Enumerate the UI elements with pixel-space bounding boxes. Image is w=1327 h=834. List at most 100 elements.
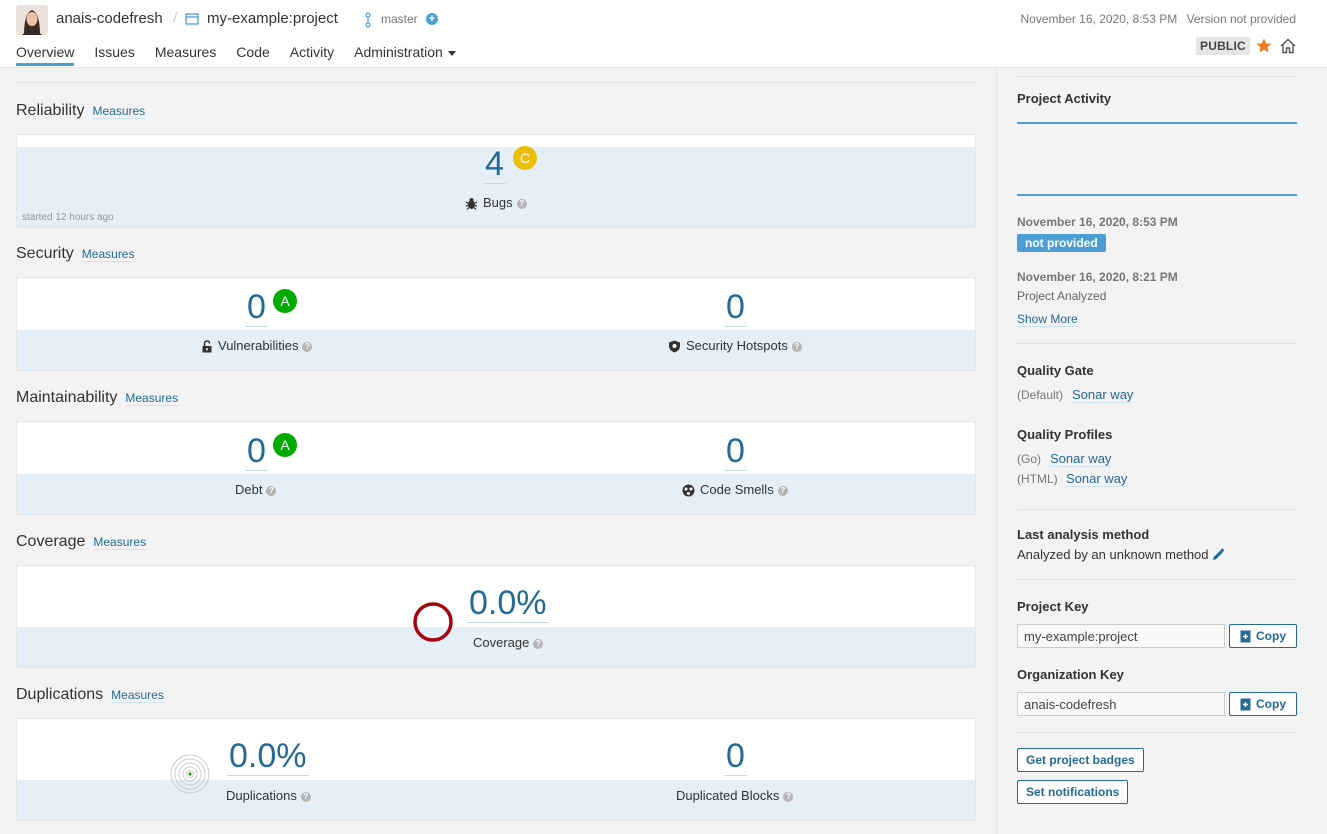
help-icon[interactable]: ? bbox=[783, 791, 794, 802]
version-event-badge[interactable]: not provided bbox=[1017, 234, 1106, 252]
vulnerabilities-rating[interactable]: A bbox=[273, 289, 297, 313]
profile-language: (Go) bbox=[1017, 452, 1041, 466]
tab-overview[interactable]: Overview bbox=[16, 44, 75, 66]
duplications-value[interactable]: 0.0% bbox=[227, 737, 309, 776]
help-icon[interactable]: ? bbox=[791, 341, 802, 352]
help-icon[interactable]: ? bbox=[266, 485, 277, 496]
vulnerabilities-label: Vulnerabilities? bbox=[201, 338, 313, 353]
avatar[interactable] bbox=[16, 5, 48, 35]
event-text: Project Analyzed bbox=[1017, 289, 1107, 303]
help-icon[interactable]: ? bbox=[777, 485, 788, 496]
divider bbox=[16, 82, 976, 83]
copy-label: Copy bbox=[1256, 629, 1286, 643]
project-activity-title: Project Activity bbox=[1017, 91, 1112, 106]
copy-icon bbox=[1240, 630, 1251, 642]
quality-gate-title: Quality Gate bbox=[1017, 363, 1094, 378]
breadcrumb-project[interactable]: my-example:project bbox=[207, 10, 338, 27]
maintainability-title: Maintainability Measures bbox=[16, 389, 179, 407]
help-icon[interactable]: ? bbox=[302, 341, 313, 352]
debt-rating[interactable]: A bbox=[273, 433, 297, 457]
help-icon[interactable]: ? bbox=[516, 198, 527, 209]
tab-code[interactable]: Code bbox=[236, 44, 270, 60]
security-title: Security Measures bbox=[16, 245, 135, 263]
maintainability-measures-link[interactable]: Measures bbox=[125, 391, 179, 406]
coverage-card: 0.0% Coverage? bbox=[16, 565, 976, 668]
code-smell-icon bbox=[682, 484, 695, 497]
duplications-title: Duplications Measures bbox=[16, 686, 164, 704]
pencil-icon[interactable] bbox=[1211, 548, 1225, 562]
divider bbox=[1017, 732, 1297, 733]
security-measures-link[interactable]: Measures bbox=[81, 247, 135, 262]
tab-issues[interactable]: Issues bbox=[94, 44, 135, 60]
get-project-badges-button[interactable]: Get project badges bbox=[1017, 748, 1144, 772]
top-bar: anais-codefresh / my-example:project mas… bbox=[0, 0, 1327, 68]
code-smells-value[interactable]: 0 bbox=[724, 432, 747, 471]
branch-icon bbox=[363, 12, 373, 28]
bugs-value[interactable]: 4 bbox=[483, 145, 506, 184]
duplicated-blocks-value[interactable]: 0 bbox=[724, 737, 747, 776]
coverage-measures-link[interactable]: Measures bbox=[93, 535, 147, 550]
help-icon[interactable]: ? bbox=[533, 638, 544, 649]
profile-link-go[interactable]: Sonar way bbox=[1050, 451, 1112, 467]
profile-link-html[interactable]: Sonar way bbox=[1066, 471, 1128, 487]
coverage-heading: Coverage bbox=[16, 533, 86, 550]
tab-administration-label: Administration bbox=[354, 44, 443, 60]
security-card: 0 A Vulnerabilities? 0 Security Hotspots… bbox=[16, 277, 976, 371]
code-smells-metric[interactable]: 0 bbox=[724, 432, 747, 471]
bugs-metric[interactable]: 4 bbox=[483, 145, 506, 184]
security-heading: Security bbox=[16, 245, 74, 262]
bugs-rating[interactable]: C bbox=[513, 146, 537, 170]
card-band bbox=[17, 147, 975, 227]
analysis-date: November 16, 2020, 8:53 PM bbox=[1020, 12, 1178, 26]
coverage-ring-icon[interactable] bbox=[412, 601, 454, 643]
tab-administration[interactable]: Administration bbox=[354, 44, 456, 66]
chevron-down-icon bbox=[447, 50, 456, 56]
help-icon[interactable]: ? bbox=[300, 791, 311, 802]
header-meta: November 16, 2020, 8:53 PM Version not p… bbox=[1014, 12, 1296, 26]
quality-profiles-title: Quality Profiles bbox=[1017, 427, 1113, 442]
breadcrumb-organization[interactable]: anais-codefresh bbox=[56, 10, 163, 27]
duplications-measures-link[interactable]: Measures bbox=[111, 688, 164, 703]
shield-icon bbox=[669, 340, 680, 353]
set-notifications-button[interactable]: Set notifications bbox=[1017, 780, 1129, 804]
hotspots-value[interactable]: 0 bbox=[724, 288, 747, 327]
project-key-field[interactable] bbox=[1017, 624, 1225, 648]
copy-project-key-button[interactable]: Copy bbox=[1229, 624, 1297, 648]
hotspots-label-text: Security Hotspots bbox=[686, 338, 788, 353]
vulnerabilities-value[interactable]: 0 bbox=[245, 288, 268, 327]
debt-value[interactable]: 0 bbox=[245, 432, 268, 471]
card-band bbox=[17, 627, 975, 667]
reliability-heading: Reliability bbox=[16, 102, 85, 119]
duplicated-blocks-metric[interactable]: 0 bbox=[724, 737, 747, 776]
quality-gate-link[interactable]: Sonar way bbox=[1072, 387, 1134, 403]
code-smells-label: Code Smells? bbox=[682, 482, 788, 497]
home-icon[interactable] bbox=[1279, 37, 1297, 55]
duplications-label-text: Duplications bbox=[226, 788, 297, 803]
coverage-metric[interactable]: 0.0% bbox=[467, 584, 549, 623]
copy-organization-key-button[interactable]: Copy bbox=[1229, 692, 1297, 716]
card-band bbox=[17, 780, 975, 820]
coverage-value[interactable]: 0.0% bbox=[467, 584, 549, 623]
branch-name[interactable]: master bbox=[381, 12, 418, 26]
vulnerabilities-metric[interactable]: 0 bbox=[245, 288, 268, 327]
reliability-measures-link[interactable]: Measures bbox=[92, 104, 146, 119]
duplications-label: Duplications? bbox=[226, 788, 311, 803]
debt-label-text: Debt bbox=[235, 482, 263, 497]
add-branch-icon[interactable]: + bbox=[426, 13, 438, 25]
code-smells-label-text: Code Smells bbox=[700, 482, 774, 497]
debt-metric[interactable]: 0 bbox=[245, 432, 268, 471]
duplications-metric[interactable]: 0.0% bbox=[227, 737, 309, 776]
visibility-badge: PUBLIC bbox=[1196, 37, 1250, 55]
analysis-started-text: started 12 hours ago bbox=[22, 212, 114, 223]
duplications-bubble-icon[interactable] bbox=[169, 753, 211, 795]
quality-gate-default-tag: (Default) bbox=[1017, 388, 1064, 402]
organization-key-field[interactable] bbox=[1017, 692, 1225, 716]
tab-measures[interactable]: Measures bbox=[154, 44, 217, 60]
project-version: Version not provided bbox=[1186, 12, 1296, 26]
favorite-star-icon[interactable] bbox=[1255, 37, 1273, 55]
coverage-title: Coverage Measures bbox=[16, 533, 147, 551]
hotspots-metric[interactable]: 0 bbox=[724, 288, 747, 327]
reliability-card: 4 C Bugs? started 12 hours ago bbox=[16, 134, 976, 228]
tab-activity[interactable]: Activity bbox=[289, 44, 335, 60]
show-more-link[interactable]: Show More bbox=[1017, 312, 1078, 327]
